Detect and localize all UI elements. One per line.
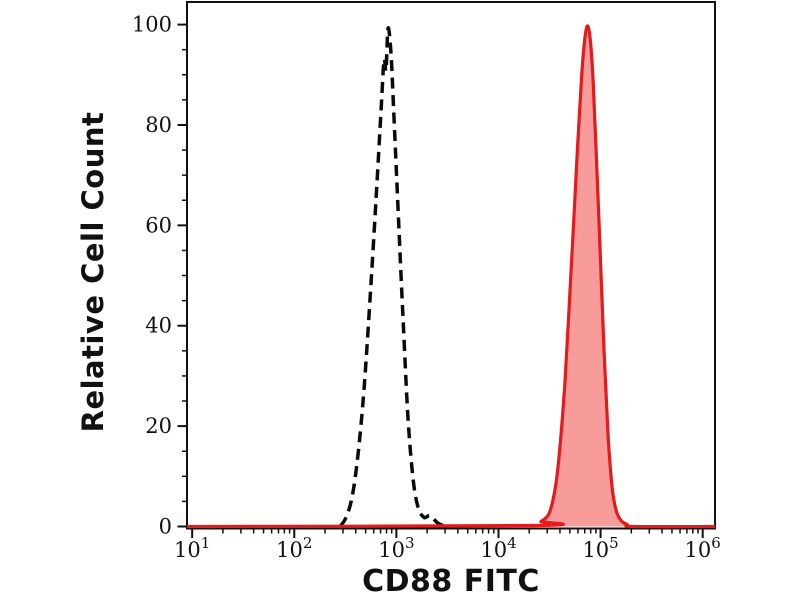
y-axis-tick-labels: 0 20 40 60 80 100 <box>132 13 172 539</box>
series-cd88-fitc-stained <box>186 24 716 529</box>
y-tick-label: 60 <box>145 213 172 237</box>
x-axis-title: CD88 FITC <box>187 564 715 599</box>
x-tick-label: 102 <box>276 534 312 562</box>
x-axis-tick-labels: 101 102 103 104 105 106 <box>174 534 721 562</box>
y-tick-label: 100 <box>132 13 172 37</box>
x-tick-label: 105 <box>582 534 618 562</box>
y-tick-label: 20 <box>145 414 172 438</box>
y-tick-label: 80 <box>145 113 172 137</box>
series-negative-control <box>338 26 446 529</box>
x-axis-ticks <box>191 528 704 538</box>
x-tick-label: 106 <box>685 534 721 562</box>
x-axis-title-text: CD88 FITC <box>362 564 540 599</box>
plot-frame <box>186 1 716 530</box>
y-axis-ticks <box>177 23 187 528</box>
y-axis-title-text: Relative Cell Count <box>76 111 110 433</box>
y-tick-label: 0 <box>159 515 172 539</box>
y-tick-label: 40 <box>145 314 172 338</box>
x-tick-label: 104 <box>480 534 516 562</box>
x-tick-label: 103 <box>378 534 414 562</box>
x-tick-label: 101 <box>174 534 210 562</box>
